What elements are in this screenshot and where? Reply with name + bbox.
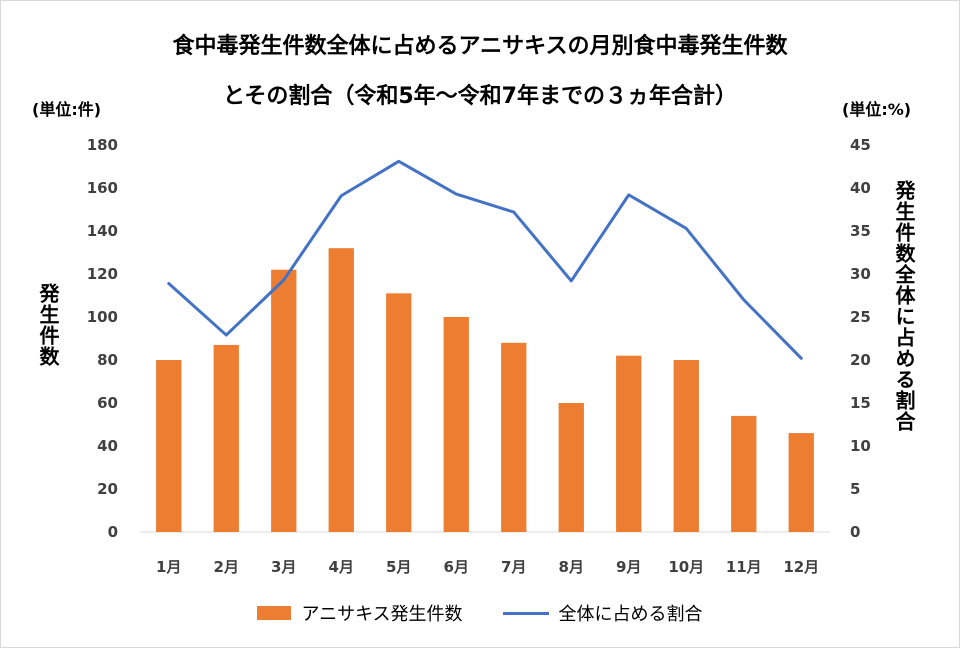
x-tick-label: 1月 (156, 558, 181, 576)
x-tick-label: 4月 (329, 558, 354, 576)
x-tick-label: 11月 (726, 558, 762, 576)
chart-title-line-2: とその割合（令和5年～令和7年までの３ヵ年合計） (223, 84, 737, 109)
legend-item-line: 全体に占める割合 (502, 600, 703, 626)
bar (616, 355, 642, 532)
y-left-tick-label: 80 (97, 351, 118, 369)
bar (271, 269, 297, 532)
y-right-tick-label: 20 (850, 351, 871, 369)
y-left-tick-label: 120 (87, 265, 118, 283)
chart-title-line-1: 食中毒発生件数全体に占めるアニサキスの月別食中毒発生件数 (172, 34, 788, 59)
x-tick-label: 6月 (444, 558, 469, 576)
bar (386, 293, 412, 532)
x-tick-label: 8月 (559, 558, 584, 576)
bar (213, 344, 239, 532)
y-right-tick-label: 45 (850, 136, 871, 154)
y-right-tick-label: 30 (850, 265, 871, 283)
y-left-tick-label: 0 (108, 523, 118, 541)
legend-item-bar: アニサキス発生件数 (257, 600, 463, 626)
y-left-tick-label: 40 (97, 437, 118, 455)
y-right-tick-label: 15 (850, 394, 871, 412)
left-axis-unit: (単位:件) (32, 100, 102, 119)
y-right-tick-label: 0 (850, 523, 860, 541)
y-right-tick-label: 5 (850, 480, 860, 498)
bar (558, 403, 584, 532)
bar (501, 342, 527, 532)
x-tick-label: 3月 (271, 558, 296, 576)
y-left-tick-label: 60 (97, 394, 118, 412)
legend-label-bar: アニサキス発生件数 (301, 604, 463, 625)
bar (673, 360, 699, 532)
bar (156, 360, 182, 532)
y-left-tick-label: 20 (97, 480, 118, 498)
x-tick-label: 7月 (501, 558, 526, 576)
x-tick-label: 5月 (386, 558, 411, 576)
bar (788, 433, 814, 532)
legend-label-line: 全体に占める割合 (558, 604, 703, 625)
x-tick-label: 2月 (214, 558, 239, 576)
y-left-tick-label: 100 (87, 308, 118, 326)
bar (443, 317, 469, 532)
left-axis-label: 発生件数 (36, 283, 60, 367)
y-left-tick-label: 180 (87, 136, 118, 154)
y-left-tick-label: 160 (87, 179, 118, 197)
x-tick-label: 12月 (783, 558, 819, 576)
y-right-tick-label: 10 (850, 437, 871, 455)
y-right-tick-label: 25 (850, 308, 871, 326)
legend-swatch-bar (257, 606, 292, 620)
bar (328, 248, 354, 532)
x-tick-label: 10月 (668, 558, 704, 576)
y-right-tick-label: 35 (850, 222, 871, 240)
x-tick-label: 9月 (616, 558, 641, 576)
right-axis-unit: (単位:%) (842, 100, 912, 119)
legend-swatch-line (502, 611, 549, 615)
y-right-tick-label: 40 (850, 179, 871, 197)
y-left-tick-label: 140 (87, 222, 118, 240)
legend: アニサキス発生件数 全体に占める割合 (0, 600, 960, 626)
bar (731, 415, 757, 532)
series-line (167, 159, 803, 360)
right-axis-label: 発生件数全体に占める割合 (892, 180, 916, 432)
